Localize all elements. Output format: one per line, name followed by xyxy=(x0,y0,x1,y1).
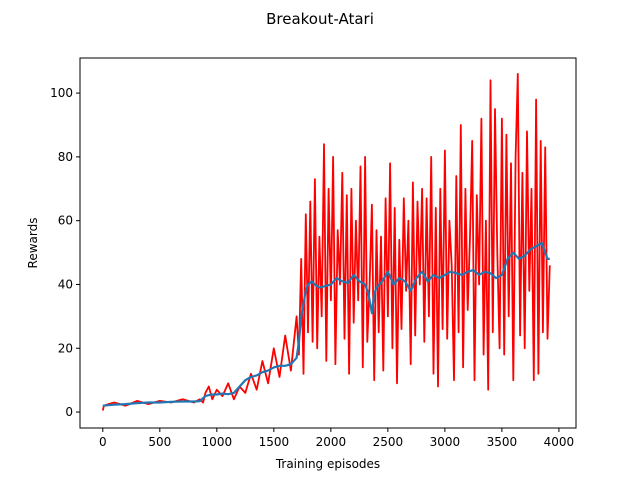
x-axis-label: Training episodes xyxy=(275,457,380,471)
x-tick-label: 3000 xyxy=(430,435,461,449)
y-tick-label: 40 xyxy=(58,277,73,291)
tick-group: 0 500 1000 1500 2000 2500 3000 3500 4000 0 20 40 60 8… xyxy=(50,86,574,449)
y-tick-label: 80 xyxy=(58,150,73,164)
x-tick-label: 2500 xyxy=(373,435,404,449)
x-tick-label: 3500 xyxy=(487,435,518,449)
x-tick-label: 500 xyxy=(148,435,171,449)
y-tick-label: 60 xyxy=(58,214,73,228)
y-tick-label: 0 xyxy=(65,405,73,419)
y-tick-label: 20 xyxy=(58,341,73,355)
y-axis-label: Rewards xyxy=(26,218,40,269)
x-tick-label: 0 xyxy=(99,435,107,449)
x-tick-label: 2000 xyxy=(316,435,347,449)
y-tick-label: 100 xyxy=(50,86,73,100)
x-tick-label: 4000 xyxy=(544,435,575,449)
smoothed-reward-line xyxy=(102,241,550,407)
raw-reward-line xyxy=(101,73,551,411)
x-tick-label: 1500 xyxy=(259,435,290,449)
axes-frame xyxy=(79,57,577,429)
plot-lines xyxy=(101,73,551,411)
x-tick-label: 1000 xyxy=(202,435,233,449)
chart-title: Breakout-Atari xyxy=(266,10,374,28)
